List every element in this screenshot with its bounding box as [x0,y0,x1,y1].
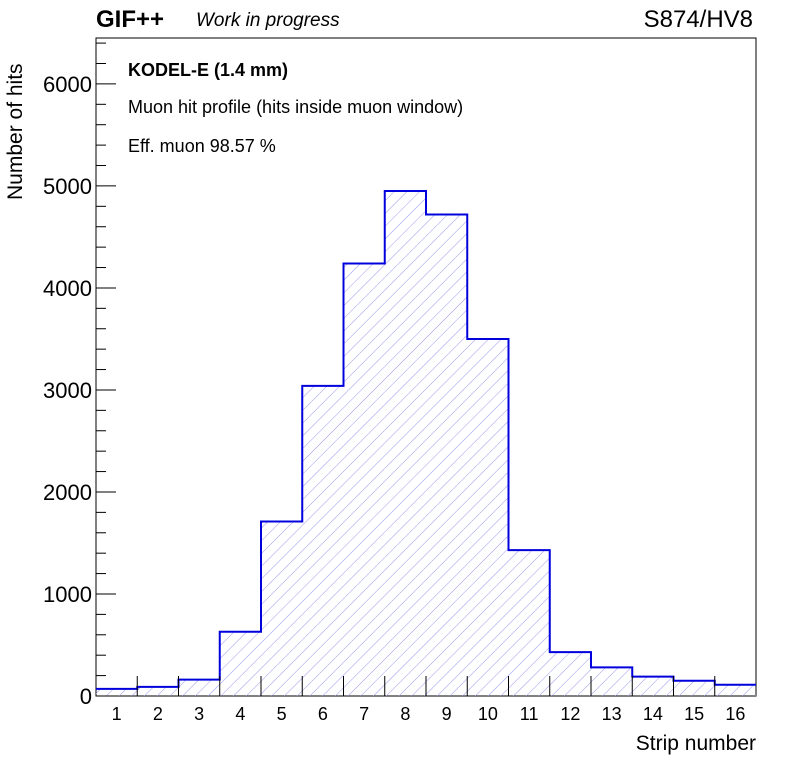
histogram-bar [467,338,509,696]
x-tick-label: 16 [725,704,745,724]
histogram-bar [343,263,385,696]
x-tick-label: 1 [112,704,122,724]
histogram-bar [302,385,344,696]
y-tick-label: 2000 [43,480,92,505]
x-tick-label: 11 [520,704,539,724]
x-tick-label: 8 [400,704,410,724]
y-tick-label: 1000 [43,582,92,607]
histogram-bar [219,631,261,696]
histogram-bar [137,686,179,696]
plot-subtitle: Muon hit profile (hits inside muon windo… [128,97,464,117]
x-tick-label: 14 [643,704,663,724]
histogram-bar [591,667,633,696]
x-tick-label: 2 [153,704,163,724]
y-tick-label: 6000 [43,72,92,97]
x-tick-label: 9 [442,704,452,724]
histogram-bar [178,679,220,696]
x-tick-label: 5 [277,704,287,724]
histogram-bar [632,676,674,696]
x-tick-label: 12 [560,704,580,724]
histogram-bar [96,688,138,696]
y-tick-label: 0 [80,684,92,709]
brand-label: GIF++ [96,6,165,33]
histogram-bar [261,521,303,696]
y-tick-label: 3000 [43,378,92,403]
x-tick-label: 3 [194,704,204,724]
x-axis-label: Strip number [635,732,756,755]
detector-label: S874/HV8 [643,6,753,33]
histogram-bar [508,550,550,696]
x-tick-label: 6 [318,704,328,724]
y-tick-label: 4000 [43,276,92,301]
detector-title: KODEL-E (1.4 mm) [128,60,289,80]
histogram-bar [714,684,756,696]
histogram-outline [96,190,756,690]
efficiency-label: Eff. muon 98.57 % [128,136,276,156]
x-tick-label: 15 [684,704,704,724]
y-axis-label: Number of hits [4,63,27,200]
x-tick-label: 10 [478,704,498,724]
x-tick-label: 13 [602,704,622,724]
x-tick-label: 4 [235,704,245,724]
histogram-bar [673,680,715,696]
histogram-bar [549,652,591,696]
x-tick-label: 7 [359,704,369,724]
histogram-bar [384,191,426,696]
status-label: Work in progress [196,10,340,31]
y-tick-label: 5000 [43,174,92,199]
histogram-bar [426,214,468,696]
